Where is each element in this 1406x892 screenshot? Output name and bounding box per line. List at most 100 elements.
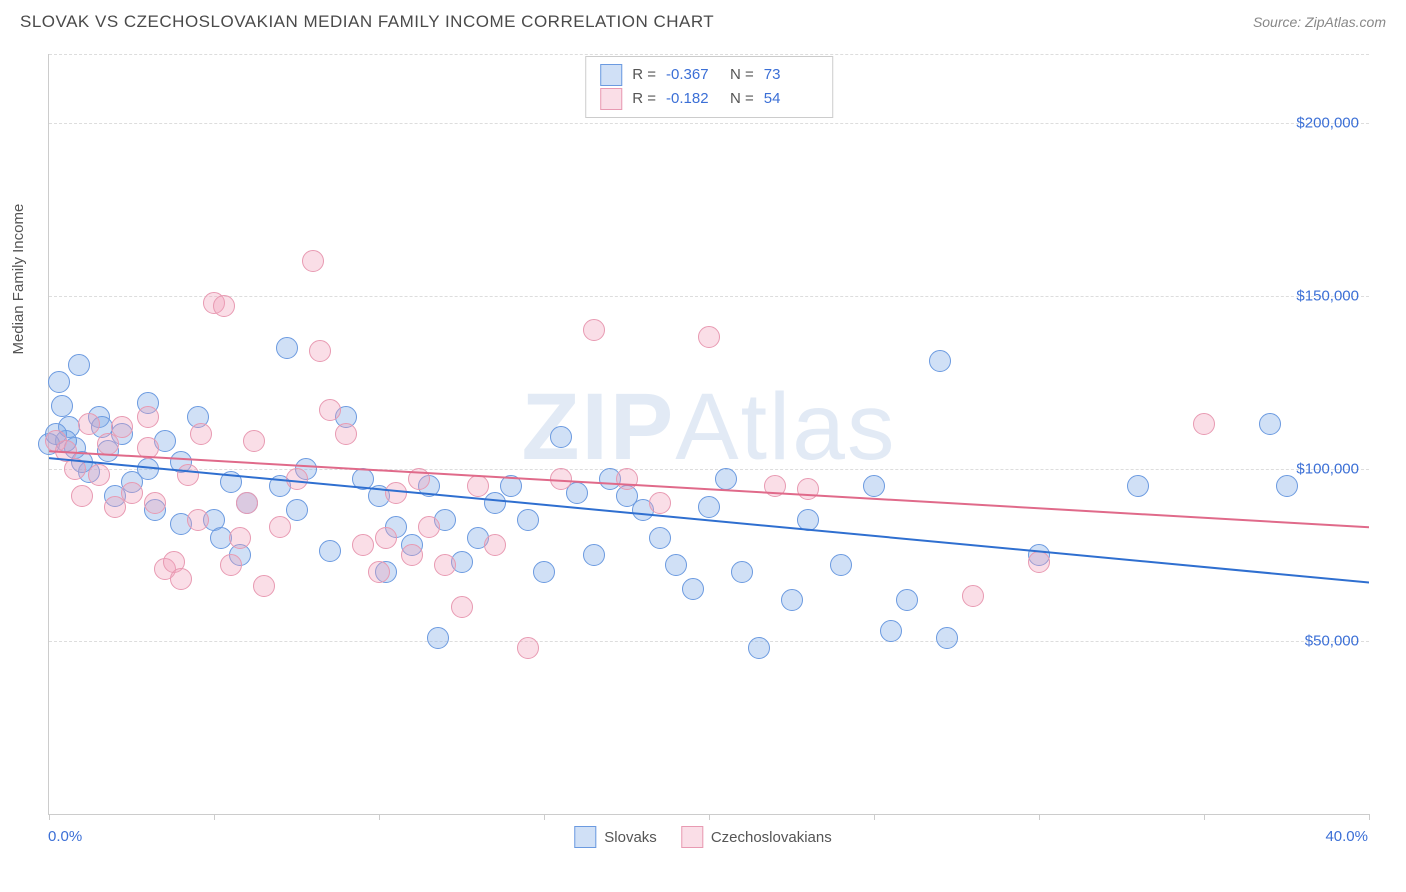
scatter-point bbox=[451, 596, 473, 618]
scatter-point bbox=[286, 499, 308, 521]
legend-label: Czechoslovakians bbox=[711, 829, 832, 846]
scatter-point bbox=[1276, 475, 1298, 497]
scatter-point bbox=[797, 478, 819, 500]
r-label: R = bbox=[632, 87, 656, 111]
scatter-point bbox=[51, 395, 73, 417]
scatter-point bbox=[1193, 413, 1215, 435]
scatter-point bbox=[550, 468, 572, 490]
scatter-point bbox=[880, 620, 902, 642]
y-tick-label: $150,000 bbox=[1296, 287, 1359, 304]
y-tick-label: $200,000 bbox=[1296, 115, 1359, 132]
n-value-czechoslovakians: 54 bbox=[764, 87, 818, 111]
n-value-slovaks: 73 bbox=[764, 63, 818, 87]
scatter-point bbox=[616, 468, 638, 490]
scatter-point bbox=[190, 423, 212, 445]
x-tick bbox=[214, 814, 215, 820]
legend-item-slovaks: Slovaks bbox=[574, 826, 657, 848]
x-tick bbox=[1204, 814, 1205, 820]
scatter-point bbox=[253, 575, 275, 597]
series-legend: Slovaks Czechoslovakians bbox=[574, 826, 831, 848]
y-tick-label: $50,000 bbox=[1305, 633, 1359, 650]
scatter-point bbox=[408, 468, 430, 490]
watermark: ZIPAtlas bbox=[522, 373, 897, 482]
scatter-point bbox=[385, 482, 407, 504]
r-label: R = bbox=[632, 63, 656, 87]
y-axis-title: Median Family Income bbox=[10, 204, 27, 355]
scatter-point bbox=[236, 492, 258, 514]
scatter-point bbox=[500, 475, 522, 497]
correlation-legend: R = -0.367 N = 73 R = -0.182 N = 54 bbox=[585, 56, 833, 118]
scatter-point bbox=[229, 527, 251, 549]
scatter-point bbox=[467, 475, 489, 497]
scatter-point bbox=[748, 637, 770, 659]
r-value-czechoslovakians: -0.182 bbox=[666, 87, 720, 111]
swatch-czechoslovakians bbox=[681, 826, 703, 848]
scatter-point bbox=[137, 406, 159, 428]
scatter-point bbox=[929, 350, 951, 372]
scatter-point bbox=[484, 534, 506, 556]
scatter-point bbox=[484, 492, 506, 514]
scatter-point bbox=[434, 554, 456, 576]
scatter-point bbox=[401, 544, 423, 566]
scatter-point bbox=[319, 540, 341, 562]
x-tick bbox=[544, 814, 545, 820]
scatter-point bbox=[137, 458, 159, 480]
x-tick bbox=[1369, 814, 1370, 820]
grid-line bbox=[49, 123, 1369, 124]
correlation-legend-row: R = -0.182 N = 54 bbox=[600, 87, 818, 111]
scatter-point bbox=[781, 589, 803, 611]
scatter-point bbox=[269, 516, 291, 538]
scatter-point bbox=[276, 337, 298, 359]
watermark-bold: ZIP bbox=[522, 374, 676, 480]
scatter-point bbox=[896, 589, 918, 611]
plot-area: ZIPAtlas R = -0.367 N = 73 R = -0.182 N … bbox=[48, 54, 1369, 815]
x-tick bbox=[874, 814, 875, 820]
swatch-slovaks bbox=[574, 826, 596, 848]
scatter-point bbox=[830, 554, 852, 576]
n-label: N = bbox=[730, 63, 754, 87]
scatter-point bbox=[78, 413, 100, 435]
scatter-point bbox=[863, 475, 885, 497]
scatter-point bbox=[375, 527, 397, 549]
scatter-point bbox=[764, 475, 786, 497]
scatter-point bbox=[137, 437, 159, 459]
scatter-point bbox=[550, 426, 572, 448]
legend-item-czechoslovakians: Czechoslovakians bbox=[681, 826, 832, 848]
x-tick bbox=[379, 814, 380, 820]
scatter-point bbox=[368, 561, 390, 583]
x-tick bbox=[709, 814, 710, 820]
x-axis-max-label: 40.0% bbox=[1325, 828, 1368, 845]
scatter-point bbox=[243, 430, 265, 452]
title-bar: SLOVAK VS CZECHOSLOVAKIAN MEDIAN FAMILY … bbox=[20, 12, 1386, 32]
scatter-point bbox=[220, 554, 242, 576]
scatter-point bbox=[649, 492, 671, 514]
scatter-point bbox=[177, 464, 199, 486]
scatter-point bbox=[319, 399, 341, 421]
n-label: N = bbox=[730, 87, 754, 111]
scatter-point bbox=[698, 496, 720, 518]
x-axis-min-label: 0.0% bbox=[48, 828, 82, 845]
correlation-legend-row: R = -0.367 N = 73 bbox=[600, 63, 818, 87]
swatch-slovaks bbox=[600, 64, 622, 86]
x-tick bbox=[49, 814, 50, 820]
scatter-point bbox=[731, 561, 753, 583]
watermark-light: Atlas bbox=[675, 374, 896, 480]
scatter-point bbox=[111, 416, 133, 438]
scatter-point bbox=[187, 509, 209, 531]
chart-title: SLOVAK VS CZECHOSLOVAKIAN MEDIAN FAMILY … bbox=[20, 12, 714, 32]
scatter-point bbox=[352, 468, 374, 490]
scatter-point bbox=[698, 326, 720, 348]
x-tick bbox=[1039, 814, 1040, 820]
swatch-czechoslovakians bbox=[600, 88, 622, 110]
scatter-point bbox=[797, 509, 819, 531]
legend-label: Slovaks bbox=[604, 829, 657, 846]
grid-line bbox=[49, 296, 1369, 297]
y-tick-label: $100,000 bbox=[1296, 460, 1359, 477]
scatter-point bbox=[418, 516, 440, 538]
scatter-point bbox=[210, 527, 232, 549]
scatter-point bbox=[302, 250, 324, 272]
scatter-point bbox=[335, 423, 357, 445]
scatter-point bbox=[1127, 475, 1149, 497]
scatter-point bbox=[962, 585, 984, 607]
r-value-slovaks: -0.367 bbox=[666, 63, 720, 87]
